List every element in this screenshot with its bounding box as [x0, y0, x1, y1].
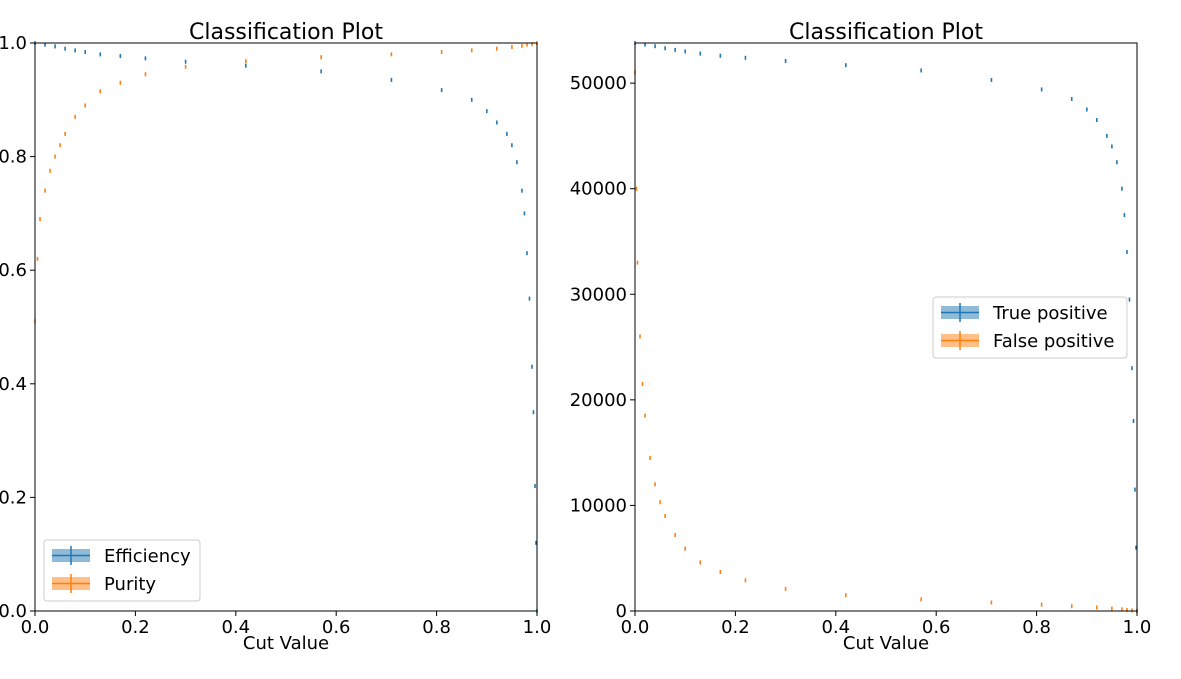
left-ytick-label: 0.2 [0, 487, 27, 508]
right-ytick-label: 50000 [570, 73, 627, 94]
left-xtick-label: 0.0 [21, 617, 50, 638]
left-ytick-label: 1.0 [0, 33, 27, 54]
legend-false-positive-label: False positive [993, 331, 1115, 352]
right-ytick-label: 10000 [570, 495, 627, 516]
chart-right-frame [634, 42, 1138, 612]
legend-efficiency-label: Efficiency [104, 546, 191, 567]
right-xtick-label: 0.2 [721, 617, 750, 638]
left-ytick-label: 0.4 [0, 374, 27, 395]
left-ytick-label: 0.0 [0, 601, 27, 622]
chart-left-yticks: 0.0 0.2 0.4 0.6 0.8 1.0 [0, 33, 35, 622]
chart-left: Classification Plot 0.0 0.2 0.4 0.6 0.8 1.0 0… [0, 20, 551, 654]
right-xtick-label: 0.6 [922, 617, 951, 638]
left-xtick-label: 0.8 [422, 617, 451, 638]
left-ytick-label: 0.8 [0, 147, 27, 168]
chart-right-legend-box [932, 296, 1128, 359]
legend-true-positive: True positive [941, 303, 1108, 324]
left-ytick-label: 0.6 [0, 260, 27, 281]
legend-purity-label: Purity [104, 574, 156, 595]
legend-false-positive: False positive [941, 331, 1115, 352]
right-ytick-label: 0 [616, 601, 627, 622]
chart-left-xticks: 0.0 0.2 0.4 0.6 0.8 1.0 [21, 611, 552, 638]
right-xtick-label: 1.0 [1123, 617, 1152, 638]
chart-left-frame [34, 42, 538, 612]
right-xtick-label: 0.0 [621, 617, 650, 638]
legend-efficiency: Efficiency [52, 546, 191, 567]
chart-left-marks [34, 41, 538, 613]
chart-right-xticks: 0.0 0.2 0.4 0.6 0.8 1.0 [621, 611, 1152, 638]
right-ytick-label: 30000 [570, 284, 627, 305]
chart-right-yticks: 0 10000 20000 30000 40000 50000 [570, 73, 635, 622]
chart-right-legend: True positive False positive [932, 296, 1128, 359]
chart-left-title: Classification Plot [189, 20, 383, 45]
left-xtick-label: 0.2 [121, 617, 150, 638]
right-xtick-label: 0.8 [1022, 617, 1051, 638]
right-xtick-label: 0.4 [821, 617, 850, 638]
chart-right-xlabel: Cut Value [843, 633, 929, 654]
chart-right: Classification Plot 0.0 0.2 0.4 0.6 0.8 1.0 0… [570, 20, 1152, 654]
chart-right-title: Classification Plot [789, 20, 983, 45]
right-ytick-label: 40000 [570, 179, 627, 200]
legend-true-positive-label: True positive [992, 303, 1108, 324]
left-xtick-label: 1.0 [523, 617, 552, 638]
right-ytick-label: 20000 [570, 390, 627, 411]
left-xtick-label: 0.4 [221, 617, 250, 638]
left-xtick-label: 0.6 [322, 617, 351, 638]
legend-purity: Purity [52, 574, 156, 595]
chart-left-xlabel: Cut Value [243, 633, 329, 654]
chart-left-legend: Efficiency Purity [43, 539, 201, 602]
